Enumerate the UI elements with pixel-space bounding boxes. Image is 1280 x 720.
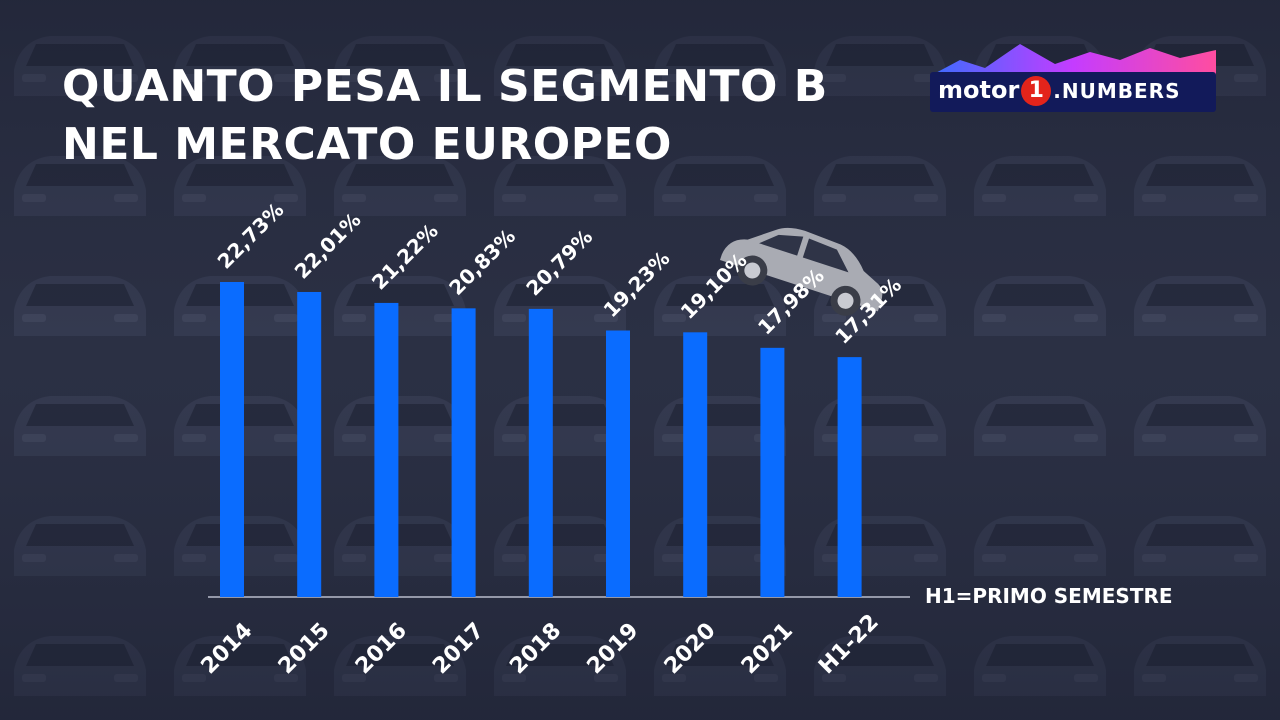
title-line-2: NEL MERCATO EUROPEO — [62, 119, 672, 170]
mountain-wave-logo-icon — [930, 44, 1216, 78]
tick-label-2016: 2016 — [351, 618, 412, 679]
value-label-2016: 21,22% — [367, 219, 443, 295]
bar-2017 — [451, 308, 476, 597]
value-label-H1-22: 17,31% — [830, 273, 906, 349]
logo-text: motor 1 .NUMBERS — [938, 76, 1181, 106]
bar-2015 — [297, 291, 322, 597]
value-label-2020: 19,10% — [676, 248, 752, 324]
tick-label-H1-22: H1-22 — [814, 610, 884, 680]
tick-label-2017: 2017 — [428, 618, 489, 679]
value-label-2017: 20,83% — [444, 224, 520, 300]
value-label-2021: 17,98% — [753, 263, 829, 339]
bar-2020 — [683, 332, 708, 597]
tick-label-2018: 2018 — [505, 618, 566, 679]
bar-2019 — [606, 330, 630, 597]
motor1-numbers-logo: motor 1 .NUMBERS — [930, 38, 1220, 114]
bar-2014 — [220, 282, 244, 597]
footnote: H1=PRIMO SEMESTRE — [925, 584, 1173, 608]
tick-label-2020: 2020 — [660, 618, 721, 679]
value-label-2019: 19,23% — [599, 246, 675, 322]
logo-one: 1 — [1021, 76, 1052, 106]
title-line-1: QUANTO PESA IL SEGMENTO B — [62, 61, 828, 112]
bar-H1-22 — [837, 357, 862, 597]
logo-numbers: .NUMBERS — [1053, 79, 1181, 103]
value-label-2015: 22,01% — [290, 208, 366, 284]
page-title: QUANTO PESA IL SEGMENTO B NEL MERCATO EU… — [62, 58, 828, 174]
tick-label-2014: 2014 — [197, 618, 258, 679]
bar-2018 — [528, 308, 553, 597]
logo-motor: motor — [938, 76, 1020, 104]
tick-label-2015: 2015 — [274, 618, 335, 679]
value-label-2014: 22,73% — [213, 198, 289, 274]
car-icon — [719, 227, 883, 316]
tick-label-2021: 2021 — [737, 618, 798, 679]
bar-2021 — [760, 347, 785, 597]
bar-2016 — [374, 302, 399, 597]
logo-badge — [930, 72, 1216, 112]
value-label-2018: 20,79% — [521, 225, 597, 301]
tick-label-2019: 2019 — [583, 618, 644, 679]
